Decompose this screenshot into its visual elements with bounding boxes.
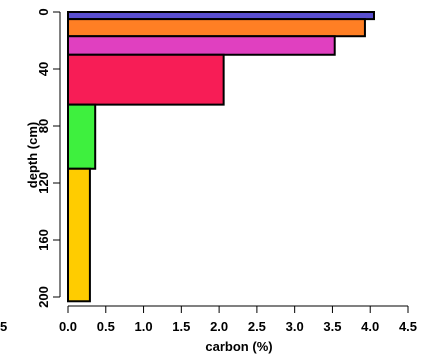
y-axis: 0 40 80 120 160 200 xyxy=(36,8,61,308)
bar-0 xyxy=(67,11,375,21)
y-tick-label-0: 0 xyxy=(36,8,51,15)
y-tick-label-5: 200 xyxy=(36,286,51,308)
x-tick-label-4: 2.0 xyxy=(210,319,228,334)
bar-3 xyxy=(67,53,225,106)
x-tick-label-0: 0.0 xyxy=(59,319,77,334)
x-tick-label-8: 4.0 xyxy=(361,319,379,334)
bars-group xyxy=(67,11,375,303)
x-tick-label-6: 3.0 xyxy=(286,319,304,334)
y-tick-label-2: 80 xyxy=(36,119,51,133)
y-axis-title: depth (cm) xyxy=(25,122,40,188)
x-tick-label-2: 1.0 xyxy=(135,319,153,334)
x-tick-label-1: 0.5 xyxy=(97,319,115,334)
bar-1 xyxy=(67,18,366,38)
x-axis: 0.0 0.5 1.0 1.5 2.0 2.5 3.0 3.5 4.0 4.5 xyxy=(59,305,417,334)
clipped-tick-fragment: 5 xyxy=(0,319,7,334)
x-tick-label-3: 1.5 xyxy=(172,319,190,334)
y-tick-label-4: 160 xyxy=(36,229,51,251)
x-tick-label-7: 3.5 xyxy=(323,319,341,334)
x-tick-label-5: 2.5 xyxy=(248,319,266,334)
bar-4 xyxy=(67,103,97,170)
x-axis-title: carbon (%) xyxy=(205,339,272,354)
bar-2 xyxy=(67,35,336,56)
y-tick-label-1: 40 xyxy=(36,62,51,76)
y-tick-label-3: 120 xyxy=(36,172,51,194)
x-tick-label-9: 4.5 xyxy=(399,319,417,334)
bar-5 xyxy=(67,167,91,303)
